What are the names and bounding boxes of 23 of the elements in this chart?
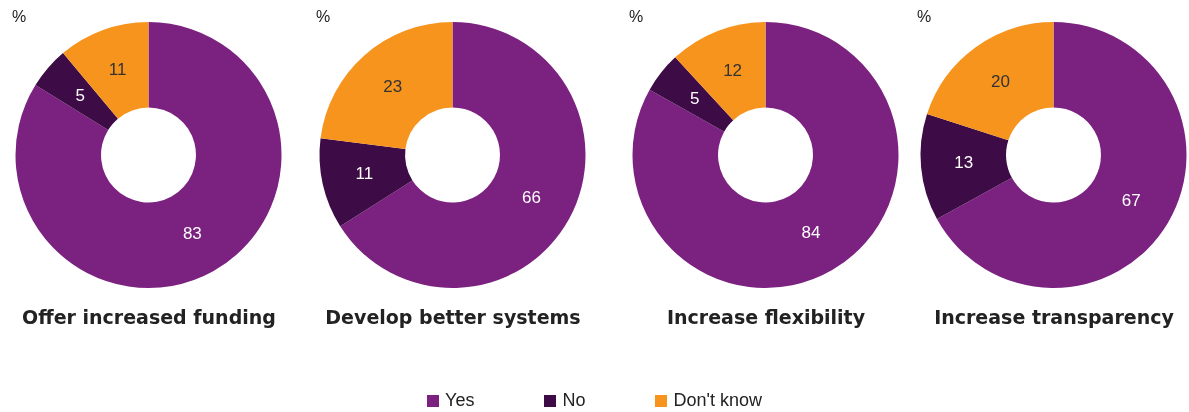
text: % — [316, 8, 331, 26]
data-label: 67 — [1121, 190, 1141, 210]
data-label: 83 — [182, 223, 202, 243]
text: Increase transparency — [933, 305, 1175, 329]
data-label: 11 — [108, 59, 127, 79]
data-label: 5 — [75, 85, 86, 105]
data-label: 11 — [355, 164, 374, 184]
data-label: 12 — [723, 60, 743, 80]
text: % — [629, 8, 644, 26]
text: Develop better systems — [324, 305, 582, 329]
data-label: 5 — [689, 88, 700, 108]
data-label: 20 — [991, 71, 1010, 91]
data-label: 13 — [954, 153, 974, 173]
legend-label: Yes — [445, 390, 475, 411]
data-label: 66 — [522, 188, 542, 208]
text: % — [917, 8, 932, 26]
data-label: 84 — [801, 222, 821, 242]
text: Increase flexibility — [665, 305, 867, 329]
legend-label: Don't know — [673, 390, 762, 411]
text: Offer increased funding — [21, 305, 277, 329]
text: % — [12, 8, 27, 26]
legend-label: No — [562, 390, 586, 411]
data-label: 23 — [383, 77, 403, 96]
